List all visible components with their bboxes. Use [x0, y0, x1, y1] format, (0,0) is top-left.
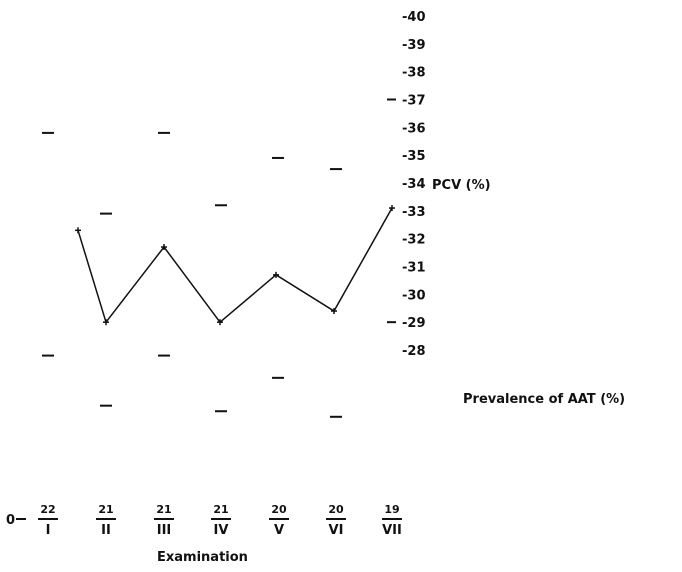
x-category: 21 II: [96, 503, 116, 538]
x-category-n: 21: [98, 503, 113, 516]
y-tick-label: -37: [402, 94, 426, 109]
y-tick-label: -34: [402, 177, 426, 192]
x-axis-categories: 22 I 21 II 21 III 21 IV 20 V 20 VI 19 VII: [38, 503, 402, 538]
x-category-roman: VII: [382, 523, 402, 538]
x-category: 20 VI: [326, 503, 346, 538]
y-tick-label: -33: [402, 205, 426, 220]
y-tick-label: -31: [402, 261, 426, 276]
x-category-n: 20: [328, 503, 344, 516]
y-tick-label: -29: [402, 316, 426, 331]
x-category-n: 21: [156, 503, 171, 516]
y-tick-label: -28: [402, 344, 426, 359]
origin-label: 0: [6, 513, 15, 528]
y-tick-label: -38: [402, 66, 426, 81]
data-line: [77, 207, 393, 324]
x-category-n: 19: [384, 503, 399, 516]
y-tick-label: -32: [402, 233, 426, 248]
data-point: [103, 319, 109, 326]
y-axis-tick-marks: [387, 98, 396, 324]
x-axis-label: Examination: [157, 550, 248, 565]
series-line: [77, 207, 393, 324]
x-category-n: 20: [271, 503, 287, 516]
x-category: 21 III: [154, 503, 174, 538]
x-category-roman: IV: [214, 523, 229, 538]
data-points: [75, 205, 395, 326]
data-point: [161, 244, 167, 251]
data-point: [75, 227, 81, 234]
y-axis-ticks: -40 -39 -38 -37 -36 -35 -34 -33 -32 -31 -30 -29 -28: [402, 10, 426, 359]
x-category-n: 21: [213, 503, 228, 516]
data-point: [273, 271, 279, 278]
x-category: 19 VII: [382, 503, 402, 538]
x-category: 20 V: [269, 503, 289, 538]
y-tick-label: -39: [402, 38, 426, 53]
x-category-roman: I: [46, 523, 51, 538]
x-category-roman: VI: [329, 523, 344, 538]
x-category: 21 IV: [211, 503, 231, 538]
y-axis-label: PCV (%): [432, 178, 491, 193]
x-category-n: 22: [40, 503, 55, 516]
x-category: 22 I: [38, 503, 58, 538]
y-tick-label: -35: [402, 149, 426, 164]
x-category-roman: II: [101, 523, 111, 538]
data-point: [389, 205, 395, 212]
y-tick-label: -30: [402, 288, 426, 303]
x-category-roman: III: [157, 523, 172, 538]
x-category-roman: V: [274, 523, 284, 538]
range-bars: [42, 131, 342, 418]
data-point: [217, 319, 223, 326]
data-point: [331, 308, 337, 315]
y-tick-label: -36: [402, 121, 426, 136]
y-tick-label: -40: [402, 10, 426, 25]
secondary-label: Prevalence of AAT (%): [463, 392, 625, 407]
